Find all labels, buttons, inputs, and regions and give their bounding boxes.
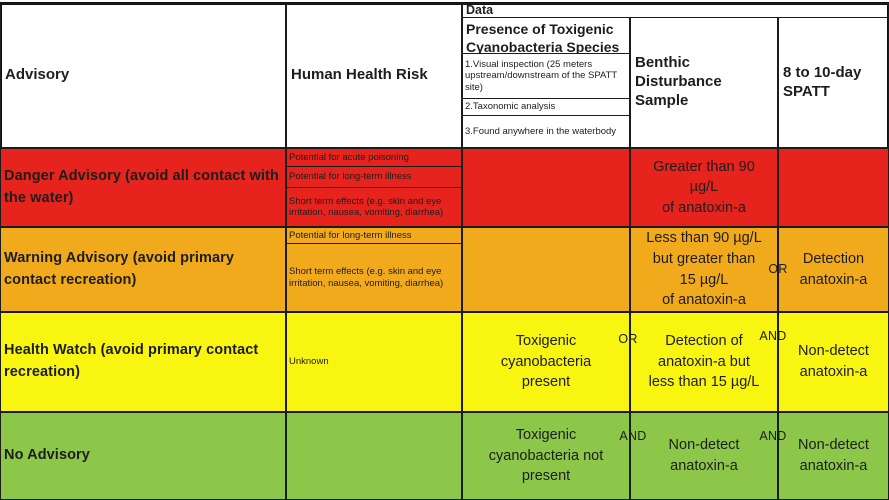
advisory-label-warning: Warning Advisory (avoid primary contact … bbox=[0, 227, 286, 312]
column-header-data: Data bbox=[462, 3, 889, 18]
column-header-benthic: Benthic Disturbance Sample bbox=[630, 17, 778, 148]
presence-method-taxonomic-analysis: 2.Taxonomic analysis bbox=[462, 98, 630, 116]
presence-cell-danger bbox=[462, 148, 630, 227]
and-connector-health-watch: AND bbox=[759, 329, 787, 343]
health-risk-health-watch-1: Unknown bbox=[286, 312, 462, 412]
and-connector-no-advisory-2: AND bbox=[759, 429, 787, 443]
health-risk-no-advisory bbox=[286, 412, 462, 500]
column-header-advisory: Advisory bbox=[0, 3, 286, 148]
advisory-label-health-watch: Health Watch (avoid primary contact recr… bbox=[0, 312, 286, 412]
presence-cell-health-watch: Toxigenic cyanobacteria present bbox=[462, 312, 630, 412]
presence-cell-warning bbox=[462, 227, 630, 312]
benthic-cell-danger: Greater than 90 µg/L of anatoxin-a bbox=[630, 148, 778, 227]
presence-method-found-anywhere: 3.Found anywhere in the waterbody bbox=[462, 115, 630, 148]
benthic-cell-no-advisory: Non-detect anatoxin-a bbox=[630, 412, 778, 500]
column-header-human-health-risk: Human Health Risk bbox=[286, 3, 462, 148]
and-connector-no-advisory-1: AND bbox=[619, 429, 647, 443]
column-header-presence: Presence of Toxigenic Cyanobacteria Spec… bbox=[462, 17, 630, 54]
advisory-label-no-advisory: No Advisory bbox=[0, 412, 286, 500]
column-header-spatt: 8 to 10-day SPATT bbox=[778, 17, 889, 148]
health-risk-warning-1: Potential for long-term illness bbox=[286, 227, 462, 244]
benthic-cell-health-watch: Detection of anatoxin-a but less than 15… bbox=[630, 312, 778, 412]
health-risk-danger-1: Potential for acute poisoning bbox=[286, 148, 462, 167]
presence-method-visual-inspection: 1.Visual inspection (25 meters upstream/… bbox=[462, 53, 630, 99]
benthic-cell-warning: Less than 90 µg/L but greater than 15 µg… bbox=[630, 227, 778, 312]
advisory-label-danger: Danger Advisory (avoid all contact with … bbox=[0, 148, 286, 227]
spatt-cell-danger bbox=[778, 148, 889, 227]
health-risk-danger-2: Potential for long-term illness bbox=[286, 166, 462, 188]
spatt-cell-health-watch: Non-detect anatoxin-a bbox=[778, 312, 889, 412]
health-risk-danger-3: Short term effects (e.g. skin and eye ir… bbox=[286, 187, 462, 227]
spatt-cell-no-advisory: Non-detect anatoxin-a bbox=[778, 412, 889, 500]
spatt-cell-warning: Detection anatoxin-a bbox=[778, 227, 889, 312]
presence-cell-no-advisory: Toxigenic cyanobacteria not present bbox=[462, 412, 630, 500]
health-risk-warning-2: Short term effects (e.g. skin and eye ir… bbox=[286, 243, 462, 312]
or-connector-warning: OR bbox=[768, 262, 788, 276]
or-connector-health-watch: OR bbox=[618, 332, 638, 346]
